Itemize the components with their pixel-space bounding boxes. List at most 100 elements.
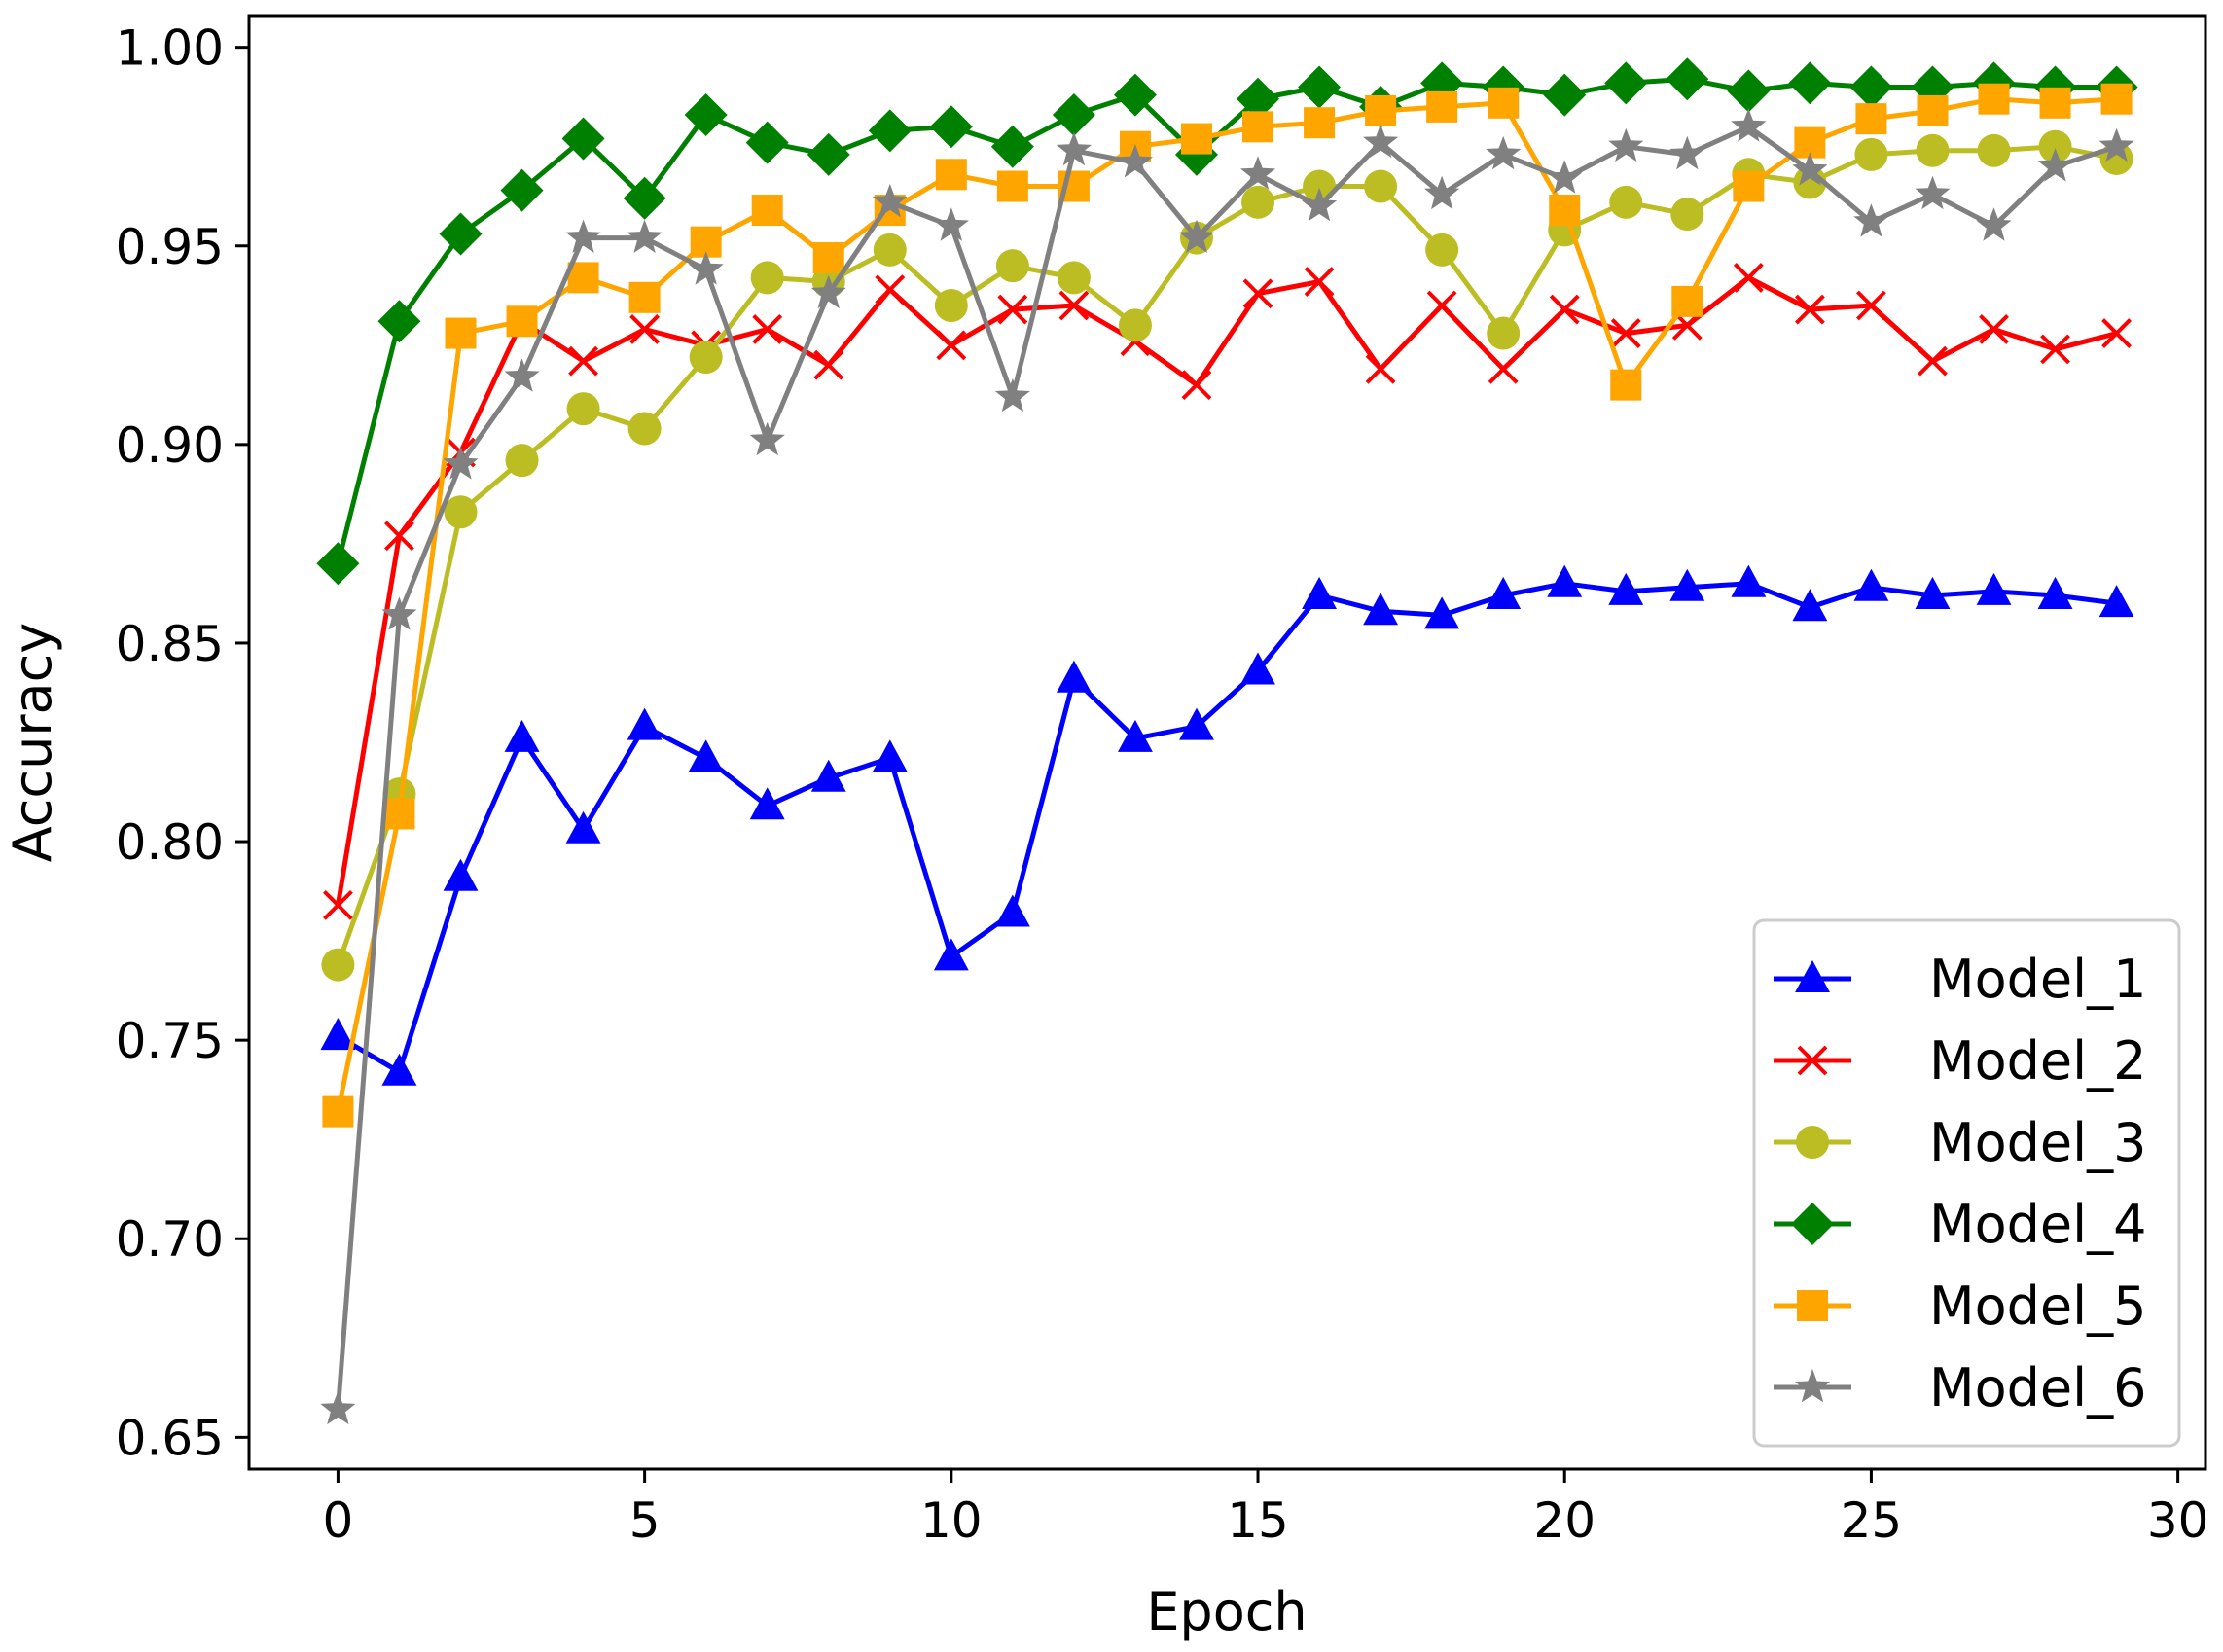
data-point xyxy=(1915,576,1951,609)
data-point xyxy=(1976,207,2012,241)
data-point xyxy=(872,739,908,772)
legend-swatch-marker xyxy=(1794,1369,1831,1403)
y-axis-label: Accuracy xyxy=(2,623,63,863)
data-point xyxy=(444,495,478,529)
data-point xyxy=(929,105,973,149)
data-point xyxy=(749,421,785,456)
data-point xyxy=(2037,148,2073,182)
series-line xyxy=(335,274,2118,906)
legend-label: Model_5 xyxy=(1929,1275,2147,1337)
plot-series xyxy=(316,57,2138,1425)
data-point xyxy=(1849,65,1893,109)
data-point xyxy=(1052,93,1095,137)
data-point xyxy=(1792,152,1828,186)
x-axis: 0 5 10 15 20 25 30 xyxy=(323,1469,2209,1549)
data-point xyxy=(2039,87,2071,119)
data-point xyxy=(1856,290,1886,321)
data-point xyxy=(1056,131,1092,166)
data-point xyxy=(1237,77,1280,121)
data-point xyxy=(1181,370,1212,401)
data-point xyxy=(1608,127,1644,162)
x-tick-label: 20 xyxy=(1533,1492,1596,1549)
x-tick-label: 5 xyxy=(629,1492,661,1549)
data-point xyxy=(1365,94,1397,126)
data-point xyxy=(807,132,850,176)
data-point xyxy=(1363,593,1399,626)
data-point xyxy=(381,596,417,630)
data-point xyxy=(1543,73,1587,117)
data-point xyxy=(688,251,724,285)
legend-item-model-3: Model_3 xyxy=(1774,1112,2147,1173)
series-model-5 xyxy=(322,83,2133,1128)
data-point xyxy=(377,300,421,343)
data-point xyxy=(1549,294,1580,325)
data-point xyxy=(1486,576,1522,609)
data-point xyxy=(1855,103,1887,135)
y-tick-label: 0.95 xyxy=(116,219,224,275)
data-point xyxy=(1918,345,1948,377)
data-point xyxy=(1671,285,1703,317)
data-point xyxy=(565,219,601,253)
data-point xyxy=(1547,564,1583,597)
data-point xyxy=(1487,316,1521,350)
data-point xyxy=(1788,61,1832,105)
data-point xyxy=(439,212,483,256)
legend-item-model-6: Model_6 xyxy=(1774,1357,2147,1419)
y-tick-label: 0.80 xyxy=(116,814,224,871)
data-point xyxy=(749,787,785,820)
data-point xyxy=(2098,585,2134,618)
y-tick-label: 1.00 xyxy=(116,20,224,77)
data-point xyxy=(322,889,353,920)
data-point xyxy=(1113,73,1157,117)
data-point xyxy=(1180,123,1212,155)
data-point xyxy=(1240,156,1276,190)
data-point xyxy=(1794,294,1825,325)
data-point xyxy=(316,542,360,586)
data-point xyxy=(688,739,724,772)
data-point xyxy=(868,109,912,153)
data-point xyxy=(1118,308,1152,342)
data-point xyxy=(1179,707,1214,740)
data-point xyxy=(443,858,479,891)
data-point xyxy=(1426,90,1458,123)
x-tick-label: 30 xyxy=(2147,1492,2209,1549)
data-point xyxy=(623,176,666,220)
data-point xyxy=(936,330,967,361)
legend-items: Model_1 Model_2 Model_3 Model_4 Model_5 Model… xyxy=(1774,949,2147,1419)
data-point xyxy=(2038,129,2072,163)
legend-item-model-5: Model_5 xyxy=(1774,1275,2147,1337)
data-point xyxy=(933,938,969,971)
legend-label: Model_2 xyxy=(1929,1030,2147,1092)
series-model-1 xyxy=(320,564,2134,1086)
data-point xyxy=(1365,353,1396,384)
data-point xyxy=(500,168,544,212)
y-axis: 0.65 0.70 0.75 0.80 0.85 0.90 0.95 1.00 xyxy=(116,20,249,1466)
y-tick-label: 0.65 xyxy=(116,1410,224,1466)
data-point xyxy=(995,249,1029,283)
data-point xyxy=(684,93,728,137)
x-tick-label: 0 xyxy=(323,1492,354,1549)
data-point xyxy=(933,207,969,241)
data-point xyxy=(1853,203,1889,237)
data-point xyxy=(381,1053,417,1086)
x-tick-label: 25 xyxy=(1841,1492,1903,1549)
series-line xyxy=(337,581,2117,1075)
legend-swatch-marker xyxy=(1797,1290,1828,1321)
data-point xyxy=(506,305,538,338)
data-point xyxy=(2098,127,2134,162)
data-point xyxy=(1547,160,1583,194)
data-point xyxy=(1733,262,1764,293)
data-point xyxy=(443,446,479,480)
data-point xyxy=(1610,369,1642,401)
data-point xyxy=(1670,198,1704,232)
legend-frame xyxy=(1752,918,2181,1448)
data-point xyxy=(751,195,783,227)
legend-label: Model_4 xyxy=(1929,1194,2147,1255)
y-tick-label: 0.75 xyxy=(116,1013,224,1069)
data-point xyxy=(627,412,662,446)
legend-swatch-marker xyxy=(1795,959,1830,992)
data-point xyxy=(1058,290,1090,321)
series-model-6 xyxy=(320,108,2134,1425)
